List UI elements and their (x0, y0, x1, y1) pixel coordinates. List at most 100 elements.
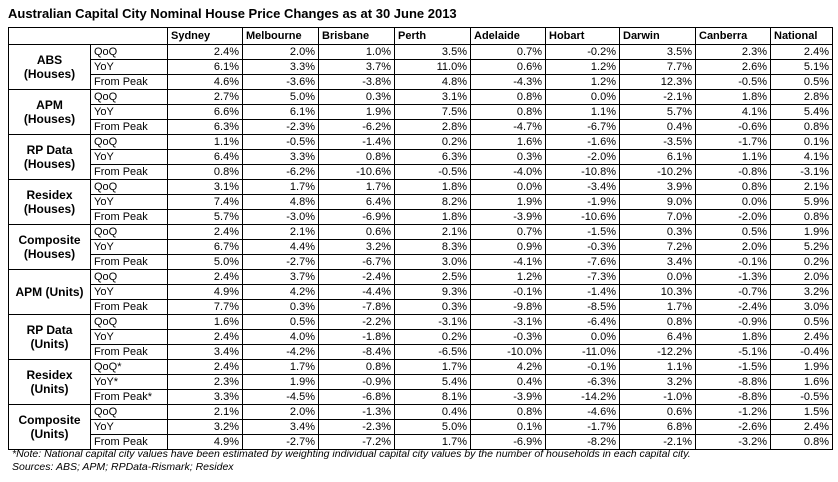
value-cell: -1.5% (695, 359, 771, 375)
metric-label: From Peak (90, 74, 168, 90)
value-cell: -10.0% (470, 344, 546, 360)
value-cell: -2.0% (695, 209, 771, 225)
value-cell: 0.2% (394, 329, 471, 345)
value-cell: 2.0% (695, 239, 771, 255)
value-cell: 6.1% (167, 59, 243, 75)
value-cell: 2.4% (770, 44, 833, 60)
value-cell: 0.5% (770, 74, 833, 90)
data-row: APM (Units) QoQ 2.4% 3.7% -2.4% 2.5% 1.2% -7.3%… (8, 269, 833, 315)
value-cell: 1.1% (619, 359, 696, 375)
value-cell: 5.0% (394, 419, 471, 435)
value-cell: -3.5% (619, 134, 696, 150)
value-cell: 2.4% (167, 224, 243, 240)
value-cell: 1.8% (394, 209, 471, 225)
value-cell: -1.2% (695, 404, 771, 420)
value-cell: -1.5% (545, 224, 620, 240)
value-cell: 7.7% (619, 59, 696, 75)
group-label: Composite (Houses) (8, 224, 91, 270)
value-cell: 4.6% (167, 74, 243, 90)
value-cell: 2.1% (167, 404, 243, 420)
data-row: From Peak 5.0% -2.7% -6.7% 3.0% -4.1% -7.6% 3.4… (9, 254, 833, 270)
value-cell: -0.5% (770, 389, 833, 405)
value-cell: 3.0% (770, 299, 833, 315)
value-cell: 0.8% (619, 314, 696, 330)
notes: *Note: National capital city values have… (12, 448, 691, 474)
value-cell: 2.3% (695, 44, 771, 60)
value-cell: -6.9% (318, 209, 395, 225)
value-cell: -6.8% (318, 389, 395, 405)
group-label-line: (Houses) (23, 202, 76, 216)
value-cell: -10.6% (545, 209, 620, 225)
value-cell: 8.3% (394, 239, 471, 255)
value-cell: -8.8% (695, 374, 771, 390)
value-cell: 6.7% (167, 239, 243, 255)
data-row: YoY 2.4% 4.0% -1.8% 0.2% -0.3% 0.0% 6.4% 1.8% 2.4… (9, 329, 833, 345)
value-cell: 2.5% (394, 269, 471, 285)
value-cell: 0.7% (470, 224, 546, 240)
value-cell: -0.5% (394, 164, 471, 180)
value-cell: 1.8% (695, 89, 771, 105)
value-cell: 0.6% (619, 404, 696, 420)
group-label-line: Composite (18, 233, 81, 247)
value-cell: 1.7% (619, 299, 696, 315)
value-cell: 0.0% (545, 329, 620, 345)
value-cell: -3.9% (470, 209, 546, 225)
value-cell: -4.6% (545, 404, 620, 420)
value-cell: 2.4% (770, 419, 833, 435)
value-cell: -3.1% (770, 164, 833, 180)
value-cell: 0.1% (470, 419, 546, 435)
value-cell: 1.8% (394, 179, 471, 195)
value-cell: -14.2% (545, 389, 620, 405)
value-cell: 2.8% (770, 89, 833, 105)
value-cell: -2.4% (318, 269, 395, 285)
value-cell: 0.3% (470, 149, 546, 165)
group-label-line: (Houses) (23, 67, 76, 81)
data-row: APM (Houses) QoQ 2.7% 5.0% 0.3% 3.1% 0.8% 0.0% -2… (8, 89, 833, 135)
value-cell: -6.7% (318, 254, 395, 270)
value-cell: 8.2% (394, 194, 471, 210)
value-cell: -3.2% (695, 434, 771, 450)
value-cell: 0.6% (318, 224, 395, 240)
value-cell: -0.5% (242, 134, 319, 150)
metric-label: QoQ* (90, 359, 168, 375)
value-cell: 0.0% (545, 89, 620, 105)
data-row: From Peak 5.7% -3.0% -6.9% 1.8% -3.9% -10.6% 7.… (9, 209, 833, 225)
value-cell: 5.4% (394, 374, 471, 390)
value-cell: -8.8% (695, 389, 771, 405)
group-label: RP Data (Houses) (8, 134, 91, 180)
data-row: Composite (Units) QoQ 2.1% 2.0% -1.3% 0.4% 0.8%… (8, 404, 833, 450)
value-cell: 7.5% (394, 104, 471, 120)
value-cell: 0.4% (394, 404, 471, 420)
column-header: Perth (394, 27, 471, 45)
value-cell: 9.0% (619, 194, 696, 210)
value-cell: -0.1% (545, 359, 620, 375)
value-cell: 5.1% (770, 59, 833, 75)
data-row: YoY 6.7% 4.4% 3.2% 8.3% 0.9% -0.3% 7.2% 2.0% 5.2% (9, 239, 833, 255)
value-cell: -1.0% (619, 389, 696, 405)
metric-label: YoY (90, 419, 168, 435)
value-cell: 0.4% (619, 119, 696, 135)
value-cell: 0.8% (318, 149, 395, 165)
column-header: Brisbane (318, 27, 395, 45)
metric-label: QoQ (90, 269, 168, 285)
value-cell: 3.4% (242, 419, 319, 435)
value-cell: -1.3% (695, 269, 771, 285)
value-cell: -2.0% (545, 149, 620, 165)
value-cell: 1.6% (470, 134, 546, 150)
value-cell: 0.3% (394, 299, 471, 315)
value-cell: 6.4% (619, 329, 696, 345)
value-cell: 4.0% (242, 329, 319, 345)
group-label-line: RP Data (26, 323, 73, 337)
value-cell: 3.5% (619, 44, 696, 60)
value-cell: 1.8% (695, 329, 771, 345)
value-cell: 11.0% (394, 59, 471, 75)
value-cell: -4.7% (470, 119, 546, 135)
value-cell: 1.7% (394, 359, 471, 375)
value-cell: 3.2% (318, 239, 395, 255)
value-cell: -2.6% (695, 419, 771, 435)
value-cell: 6.8% (619, 419, 696, 435)
value-cell: 0.2% (394, 134, 471, 150)
value-cell: 1.0% (318, 44, 395, 60)
note-line: Sources: ABS; APM; RPData-Rismark; Resid… (12, 461, 234, 473)
data-row: YoY 3.2% 3.4% -2.3% 5.0% 0.1% -1.7% 6.8% -2.6% 2.… (9, 419, 833, 435)
